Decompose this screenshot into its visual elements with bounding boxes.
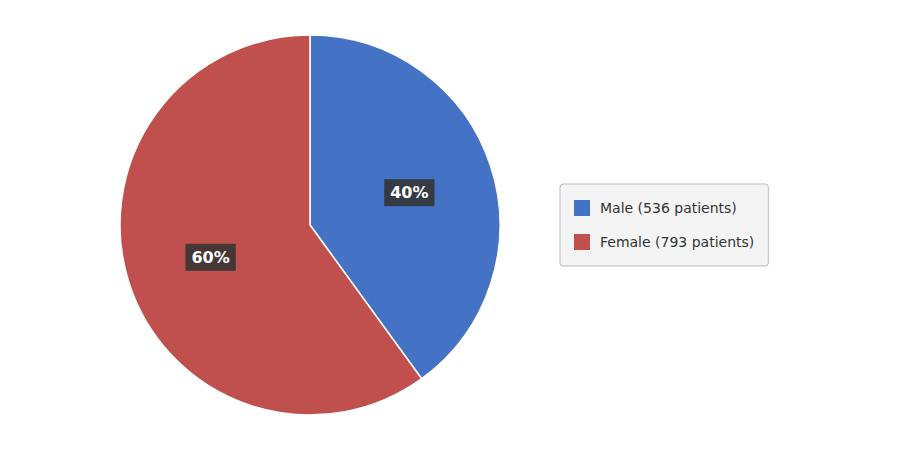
slice xyxy=(120,35,422,415)
legend: Male (536 patients) Female (793 patients) xyxy=(560,184,768,266)
data-labels: 40% 60% xyxy=(185,179,434,271)
slices xyxy=(120,35,500,415)
legend-label: Female (793 patients) xyxy=(600,234,754,250)
data-label: 60% xyxy=(191,248,229,267)
legend-box xyxy=(560,184,768,266)
chart: 40% 60% Male (536 patients) Female (793 pat… xyxy=(0,0,900,450)
data-label: 40% xyxy=(390,183,428,202)
data-label-box xyxy=(185,244,235,271)
legend-swatch xyxy=(574,234,590,250)
data-label-box xyxy=(384,179,434,206)
legend-label: Male (536 patients) xyxy=(600,200,737,216)
legend-swatch xyxy=(574,200,590,216)
